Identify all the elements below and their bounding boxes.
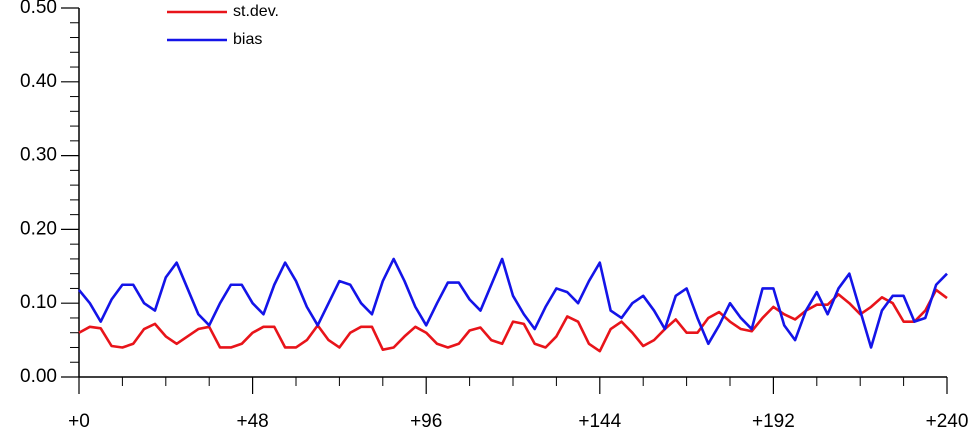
- y-tick-label: 0.20: [20, 218, 57, 239]
- x-tick-label: +0: [68, 411, 90, 431]
- line-series: [78, 288, 948, 353]
- x-tick-label: +48: [236, 411, 268, 431]
- legend-label: st.dev.: [233, 3, 279, 20]
- y-tick-label: 0.10: [20, 292, 57, 313]
- legend-label: bias: [233, 31, 262, 48]
- y-tick-label: 0.40: [20, 71, 57, 92]
- y-tick-label: 0.00: [20, 366, 57, 387]
- y-tick-label: 0.50: [20, 0, 57, 18]
- y-tick-label: 0.30: [20, 145, 57, 166]
- x-tick-label: +192: [752, 411, 795, 431]
- x-tick-label: +240: [926, 411, 969, 431]
- legend: st.dev. bias: [167, 3, 279, 48]
- x-tick-label: +96: [410, 411, 442, 431]
- line-series: [77, 257, 948, 349]
- x-tick-label: +144: [578, 411, 621, 431]
